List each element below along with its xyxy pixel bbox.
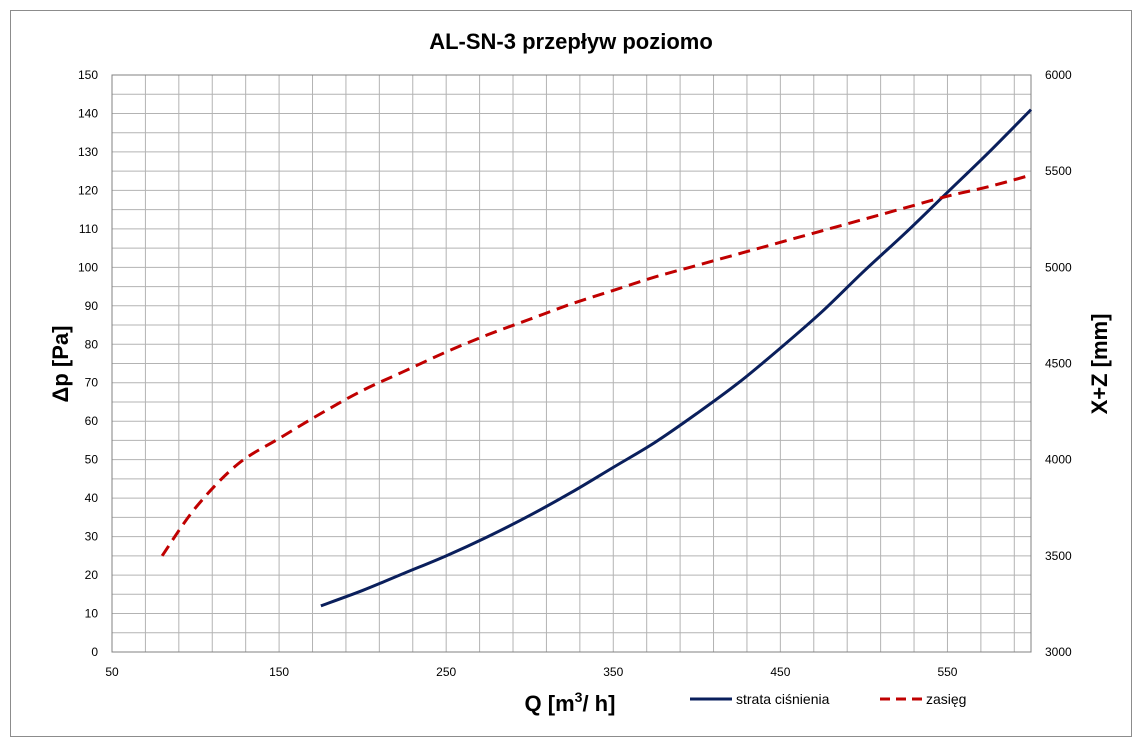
y-axis-label: Δp [Pa] bbox=[48, 326, 73, 403]
y2-axis-label: X+Z [mm] bbox=[1087, 314, 1112, 415]
x-tick-label: 150 bbox=[269, 665, 289, 679]
chart-title: AL-SN-3 przepływ poziomo bbox=[429, 29, 713, 54]
y2-tick-label: 5500 bbox=[1045, 164, 1072, 178]
series-line-range bbox=[160, 173, 1032, 557]
y-tick-label: 10 bbox=[85, 607, 99, 621]
x-tick-label: 250 bbox=[436, 665, 456, 679]
x-tick-label: 550 bbox=[937, 665, 957, 679]
y-tick-label: 70 bbox=[85, 376, 99, 390]
y-tick-label: 0 bbox=[91, 645, 98, 659]
y2-tick-label: 4000 bbox=[1045, 453, 1072, 467]
y-tick-label: 60 bbox=[85, 414, 99, 428]
y2-tick-label: 3000 bbox=[1045, 645, 1072, 659]
y-tick-label: 30 bbox=[85, 530, 99, 544]
y2-tick-label: 3500 bbox=[1045, 549, 1072, 563]
y2-tick-label: 5000 bbox=[1045, 260, 1072, 274]
y-tick-label: 40 bbox=[85, 491, 99, 505]
y-tick-label: 140 bbox=[78, 106, 98, 120]
x-axis-label: Q [m3/ h] bbox=[525, 689, 616, 716]
y-tick-label: 90 bbox=[85, 299, 99, 313]
y-tick-label: 110 bbox=[79, 222, 98, 236]
plot-area-border bbox=[111, 74, 1032, 653]
y-tick-label: 80 bbox=[85, 337, 99, 351]
legend-label-range: zasięg bbox=[926, 691, 966, 707]
series-line-pressure-loss bbox=[320, 108, 1033, 608]
legend-label-pressure: strata ciśnienia bbox=[736, 691, 830, 707]
y-tick-label: 100 bbox=[78, 260, 98, 274]
y-tick-label: 120 bbox=[78, 183, 98, 197]
y-tick-label: 150 bbox=[78, 68, 98, 82]
y-tick-label: 20 bbox=[85, 568, 99, 582]
y-tick-label: 130 bbox=[78, 145, 98, 159]
y2-tick-label: 6000 bbox=[1045, 68, 1072, 82]
x-tick-label: 450 bbox=[770, 665, 790, 679]
y-tick-label: 50 bbox=[85, 453, 99, 467]
legend: strata ciśnienia zasięg bbox=[690, 691, 966, 707]
grid bbox=[111, 74, 1032, 653]
tick-labels: 50 150 250 350 450 55001020304050607080901001… bbox=[78, 68, 1072, 679]
x-tick-label: 50 bbox=[105, 665, 119, 679]
chart-frame bbox=[10, 10, 1132, 737]
x-tick-label: 350 bbox=[603, 665, 623, 679]
y2-tick-label: 4500 bbox=[1045, 357, 1072, 371]
series-layer bbox=[160, 108, 1033, 608]
